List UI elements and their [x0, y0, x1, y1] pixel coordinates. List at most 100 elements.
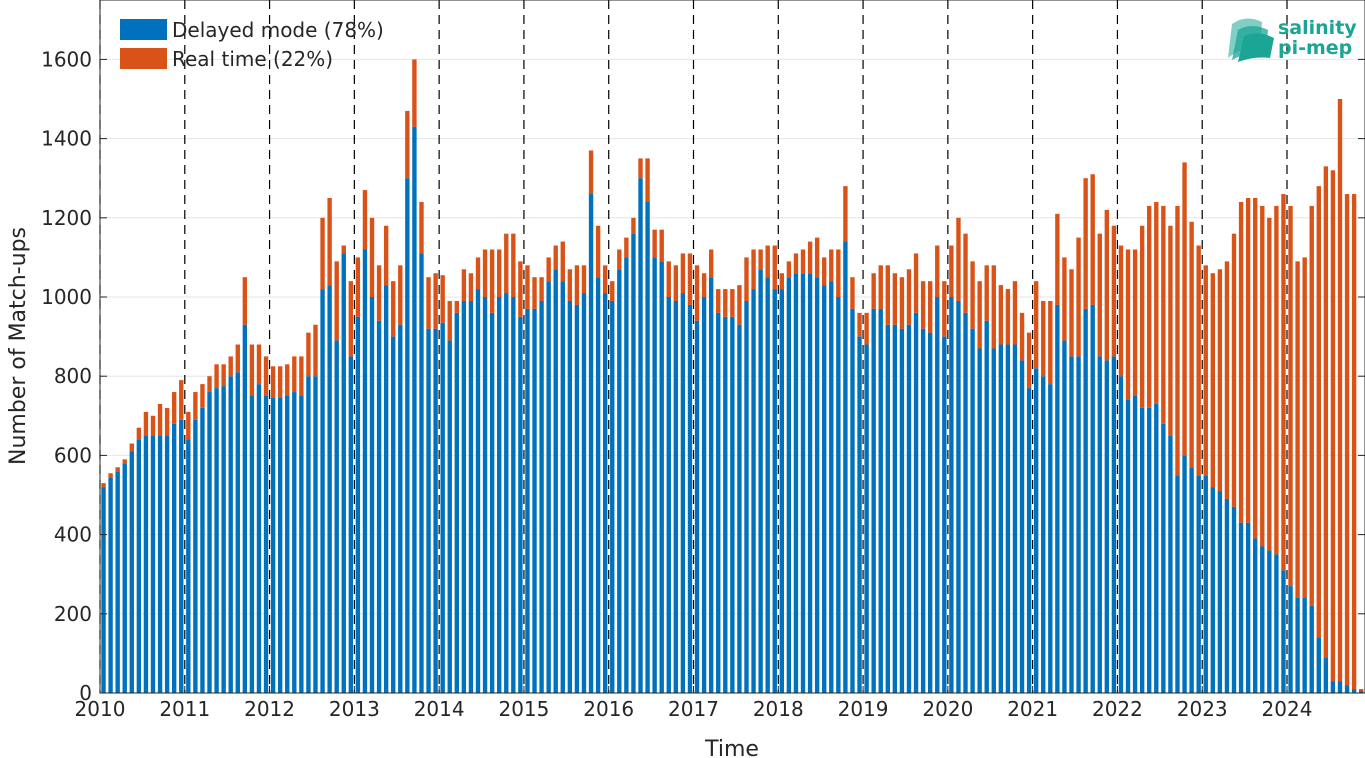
bar-delayed-mode: [179, 419, 184, 693]
bar-delayed-mode: [1224, 498, 1230, 693]
bar-real-time: [468, 273, 474, 301]
bar-delayed-mode: [984, 320, 989, 693]
bar-real-time: [164, 407, 170, 436]
bar-real-time: [1245, 198, 1251, 523]
bar-real-time: [1048, 300, 1053, 385]
bar-delayed-mode: [1358, 691, 1364, 693]
bar-real-time: [101, 483, 106, 488]
x-tick-label: 2010: [75, 697, 126, 721]
bar-delayed-mode: [468, 300, 474, 693]
bar-delayed-mode: [1281, 570, 1286, 693]
bar-delayed-mode: [1231, 506, 1237, 693]
bar-delayed-mode: [546, 281, 551, 693]
bar-real-time: [1189, 221, 1194, 468]
bar-delayed-mode: [334, 340, 339, 693]
bar-real-time: [617, 249, 622, 270]
bar-real-time: [1196, 245, 1201, 476]
bar-real-time: [885, 265, 890, 325]
bar-delayed-mode: [362, 249, 368, 694]
year-divider-lines: [99, 0, 1288, 693]
bar-real-time: [129, 443, 134, 452]
plot-area-frame: [99, 0, 1365, 694]
bar-real-time: [800, 249, 806, 274]
bar-delayed-mode: [475, 289, 481, 693]
bar-delayed-mode: [454, 312, 459, 693]
bar-real-time: [1182, 162, 1187, 456]
bar-delayed-mode: [857, 336, 862, 693]
bar-delayed-mode: [772, 289, 777, 693]
bar-delayed-mode: [108, 477, 113, 693]
bar-real-time: [588, 150, 594, 195]
bar-real-time: [595, 225, 601, 278]
bar-real-time: [666, 261, 671, 297]
bar-real-time: [299, 356, 304, 396]
bar-delayed-mode: [631, 233, 636, 693]
bar-delayed-mode: [553, 269, 558, 693]
bar-real-time: [1147, 205, 1152, 408]
bar-delayed-mode: [751, 289, 756, 693]
bar-real-time: [277, 366, 283, 398]
y-axis-ticks: 0 200 400 600 800 1000 1200 1400 1600: [41, 47, 1365, 705]
bar-delayed-mode: [1210, 487, 1216, 693]
x-tick-label: 2011: [159, 697, 210, 721]
bar-real-time: [461, 269, 467, 301]
bar-delayed-mode: [440, 322, 445, 693]
bar-delayed-mode: [878, 308, 883, 693]
bar-delayed-mode: [1288, 586, 1293, 693]
bar-real-time: [560, 241, 565, 282]
bar-delayed-mode: [171, 423, 177, 693]
bar-delayed-mode: [942, 336, 947, 693]
bar-delayed-mode: [1111, 356, 1117, 693]
bar-delayed-mode: [355, 316, 361, 693]
bar-real-time: [765, 245, 770, 278]
bar-real-time: [383, 225, 389, 286]
bar-delayed-mode: [673, 300, 679, 693]
y-tick-label: 200: [54, 602, 92, 626]
bar-delayed-mode: [115, 471, 120, 693]
bar-real-time: [772, 245, 777, 290]
bar-delayed-mode: [313, 376, 318, 693]
bar-real-time: [419, 201, 424, 254]
x-tick-label: 2019: [838, 697, 889, 721]
bar-delayed-mode: [235, 372, 240, 693]
bar-delayed-mode: [1161, 423, 1166, 693]
bar-real-time: [376, 265, 382, 321]
bar-real-time: [249, 344, 255, 396]
bar-delayed-mode: [1055, 304, 1060, 693]
bar-delayed-mode: [1189, 467, 1194, 693]
bar-real-time: [553, 245, 558, 270]
bar-real-time: [843, 186, 848, 242]
bar-delayed-mode: [1062, 340, 1067, 693]
bar-delayed-mode: [391, 336, 396, 693]
bar-delayed-mode: [998, 344, 1004, 693]
bar-real-time: [143, 411, 149, 436]
x-tick-label: 2014: [414, 697, 465, 721]
bar-delayed-mode: [899, 328, 905, 693]
bar-delayed-mode: [744, 300, 749, 693]
bar-real-time: [1104, 209, 1110, 361]
bar-real-time: [1062, 257, 1067, 341]
bar-delayed-mode: [412, 126, 417, 694]
bar-delayed-mode: [871, 308, 876, 693]
bar-real-time: [708, 249, 714, 278]
bar-real-time: [1076, 237, 1081, 357]
y-tick-label: 800: [54, 364, 92, 388]
bar-real-time: [489, 249, 495, 313]
legend-label-delayed-mode: Delayed mode (78%): [172, 18, 384, 42]
bar-real-time: [659, 229, 664, 262]
bar-real-time: [1090, 174, 1095, 305]
bar-real-time: [836, 249, 841, 297]
bar-real-time: [878, 265, 883, 309]
logo-text-salinity: salinity: [1278, 17, 1357, 39]
bar-real-time: [122, 459, 127, 464]
bar-real-time: [1203, 265, 1208, 476]
bar-delayed-mode: [694, 320, 700, 693]
bar-delayed-mode: [1139, 407, 1145, 693]
bar-real-time: [1316, 186, 1321, 638]
bar-real-time: [701, 273, 707, 297]
bar-delayed-mode: [285, 396, 290, 693]
bar-delayed-mode: [1238, 522, 1244, 693]
bar-delayed-mode: [1012, 344, 1018, 693]
bar-delayed-mode: [164, 435, 170, 693]
bar-real-time: [150, 415, 156, 436]
